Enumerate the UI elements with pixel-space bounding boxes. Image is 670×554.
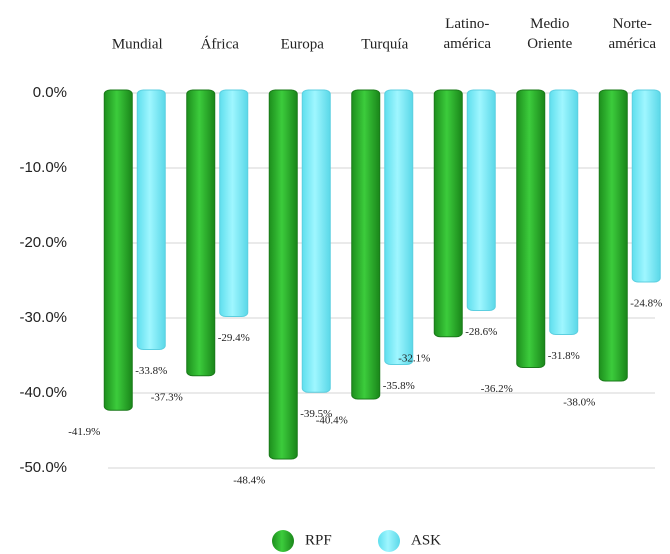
value-label: -40.4% — [316, 415, 348, 427]
bar — [433, 89, 463, 338]
value-label: -37.3% — [151, 391, 183, 403]
legend-swatch — [272, 530, 294, 552]
bar — [516, 89, 546, 368]
value-label: -29.4% — [218, 332, 250, 344]
y-tick-label: -40.0% — [19, 384, 67, 401]
bar — [384, 89, 414, 365]
bar — [598, 89, 628, 382]
value-label: -31.8% — [548, 350, 580, 362]
value-label: -28.6% — [465, 326, 497, 338]
legend-label: ASK — [411, 532, 441, 548]
bar — [351, 89, 381, 400]
bar — [103, 89, 133, 411]
bar — [219, 89, 249, 317]
bar — [549, 89, 579, 335]
value-label: -24.8% — [630, 298, 662, 310]
bar — [631, 89, 661, 283]
x-category-label: Turquía — [361, 36, 408, 52]
bar — [301, 89, 331, 393]
bar — [268, 89, 298, 460]
y-tick-label: -50.0% — [19, 459, 67, 476]
value-label: -38.0% — [563, 397, 595, 409]
x-category-label: Europa — [281, 36, 325, 52]
y-tick-label: -30.0% — [19, 309, 67, 326]
x-category-label: Medio Oriente — [527, 16, 572, 52]
bar — [136, 89, 166, 350]
bar — [186, 89, 216, 377]
value-label: -41.9% — [68, 426, 100, 438]
x-category-label: Latino-américa — [444, 16, 492, 52]
legend-swatch — [378, 530, 400, 552]
y-tick-label: -10.0% — [19, 159, 67, 176]
value-label: -48.4% — [233, 475, 265, 487]
value-label: -33.8% — [135, 365, 167, 377]
value-label: -36.2% — [481, 383, 513, 395]
y-tick-label: 0.0% — [33, 84, 67, 101]
x-category-label: Mundial — [112, 36, 163, 52]
value-label: -32.1% — [398, 352, 430, 364]
value-label: -39.5% — [300, 408, 332, 420]
legend-label: RPF — [305, 532, 332, 548]
value-label: -35.8% — [383, 380, 415, 392]
y-tick-label: -20.0% — [19, 234, 67, 251]
x-category-label: Norte-américa — [609, 16, 657, 52]
bar — [466, 89, 496, 311]
x-category-label: África — [201, 35, 240, 52]
